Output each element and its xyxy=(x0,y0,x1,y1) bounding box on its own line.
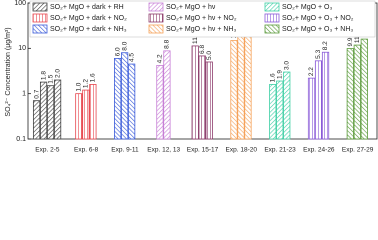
bar xyxy=(39,81,48,140)
legend-label: SO₂+ MgO + dark + RH xyxy=(50,4,124,11)
legend-marker xyxy=(264,24,280,34)
legend-marker xyxy=(148,13,164,23)
bar xyxy=(46,85,55,140)
value-label: 2.0 xyxy=(54,69,61,78)
legend-marker xyxy=(264,13,280,23)
bar xyxy=(121,52,129,140)
value-label: 1.0 xyxy=(76,82,83,91)
bar xyxy=(244,34,252,140)
bar xyxy=(198,55,206,140)
bar xyxy=(75,93,83,140)
x-tick-label: Exp. 24-26 xyxy=(303,147,335,154)
value-label: 9.9 xyxy=(347,37,354,46)
value-label: 1.6 xyxy=(90,73,97,82)
value-label: 1.6 xyxy=(269,73,276,82)
page: SO₄²⁻ Concentration (μg/m³) 0.1 1 10 100 Exp… xyxy=(4,0,378,154)
value-label: 5.0 xyxy=(206,51,213,60)
bar xyxy=(32,100,41,140)
bar xyxy=(191,45,199,140)
legend-marker xyxy=(264,2,280,12)
bar xyxy=(314,60,323,140)
y-tick-label: 0.1 xyxy=(16,136,26,143)
x-tick-label: Exp. 9-11 xyxy=(111,147,139,154)
x-tick-label: Exp. 6-8 xyxy=(74,147,99,154)
legend-label: SO₂+ MgO + O₃ xyxy=(282,4,332,11)
value-label: 4.2 xyxy=(157,54,164,63)
value-label: 3.0 xyxy=(283,61,290,70)
y-tick-label: 10 xyxy=(18,45,26,52)
bar xyxy=(307,77,316,140)
y-tick-label: 100 xyxy=(14,0,26,7)
legend-marker xyxy=(148,2,164,12)
bar xyxy=(237,34,245,140)
bar xyxy=(346,48,354,140)
value-label: 6.8 xyxy=(199,45,206,54)
value-label: 4.5 xyxy=(128,53,135,62)
value-label: 1.8 xyxy=(40,71,47,80)
x-tick-label: Exp. 2-5 xyxy=(35,147,60,154)
bar xyxy=(89,84,97,140)
legend-label: SO₂+ MgO + dark + NH₃ xyxy=(50,26,127,33)
legend: SO₂+ MgO + dark + RH SO₂+ MgO + dark + NO… xyxy=(29,0,376,38)
bar xyxy=(156,65,164,140)
bar xyxy=(82,89,90,140)
legend-label: SO₂+ MgO + hν xyxy=(166,4,216,11)
bar xyxy=(283,71,291,140)
legend-label: SO₂+ MgO + O₃ + NH₃ xyxy=(282,26,353,33)
value-label: 8.8 xyxy=(164,39,171,48)
legend-marker xyxy=(32,24,48,34)
legend-marker xyxy=(148,24,164,34)
bar xyxy=(276,80,284,140)
value-label: 8.0 xyxy=(121,41,128,50)
legend-marker xyxy=(32,13,48,23)
bar xyxy=(53,79,62,140)
legend-label: SO₂+ MgO + hν + NH₃ xyxy=(166,26,236,33)
value-label: 11.3 xyxy=(192,31,199,44)
legend-label: SO₂+ MgO + dark + NO₂ xyxy=(50,15,127,22)
y-axis-title: SO₄²⁻ Concentration (μg/m³) xyxy=(5,27,12,116)
legend-label: SO₂+ MgO + hν + NO₂ xyxy=(166,15,237,22)
value-label: 1.9 xyxy=(276,70,283,79)
x-tick-label: Exp. 18-20 xyxy=(226,147,258,154)
bar xyxy=(321,51,330,140)
x-tick-label: Exp. 12, 13 xyxy=(147,147,180,154)
value-label: 8.2 xyxy=(322,41,329,50)
legend-box xyxy=(29,0,376,38)
value-label: 1.2 xyxy=(83,79,90,88)
legend-label: SO₂+ MgO + O₃ + NO₂ xyxy=(282,15,354,22)
x-tick-label: Exp. 27-29 xyxy=(342,147,374,154)
bar xyxy=(360,38,368,140)
x-tick-label: Exp. 21-23 xyxy=(264,147,296,154)
bar xyxy=(163,50,171,140)
bar xyxy=(128,63,136,140)
y-tick-label: 1 xyxy=(22,91,26,98)
value-label: 6.0 xyxy=(114,47,121,56)
value-label: 1.5 xyxy=(47,74,54,83)
bar xyxy=(269,84,277,140)
bar xyxy=(114,57,122,140)
value-label: 5.3 xyxy=(315,49,322,58)
value-label: 0.7 xyxy=(33,89,40,98)
bar xyxy=(353,44,361,140)
chart: SO₄²⁻ Concentration (μg/m³) 0.1 1 10 100 Exp… xyxy=(5,0,378,154)
bar xyxy=(205,61,213,140)
value-label: 2.2 xyxy=(308,67,315,76)
x-tick-label: Exp. 15-17 xyxy=(187,147,219,154)
legend-marker xyxy=(32,2,48,12)
bar xyxy=(230,40,238,140)
